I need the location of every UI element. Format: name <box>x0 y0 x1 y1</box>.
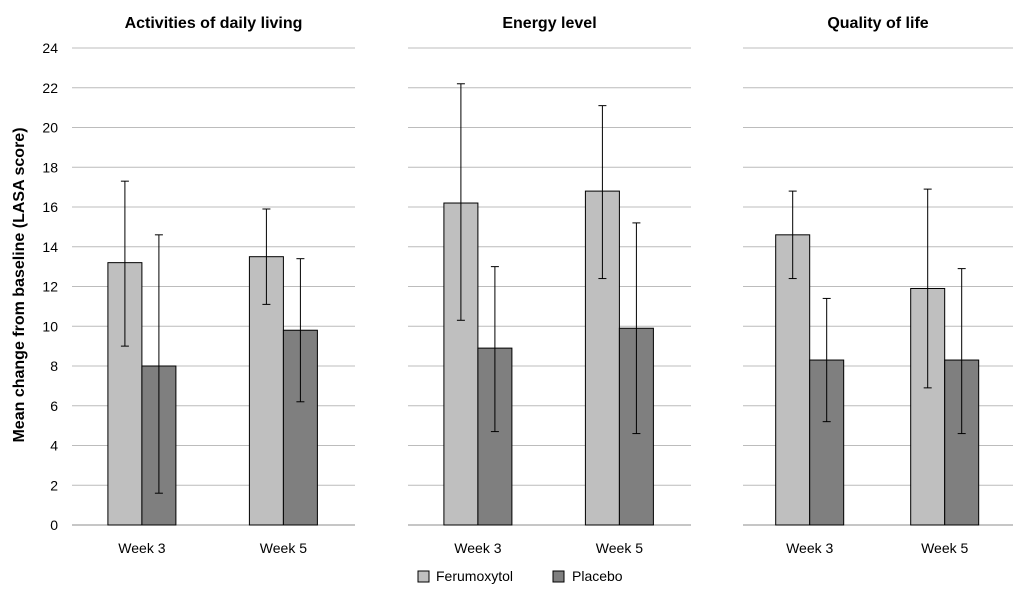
legend-swatch-placebo <box>552 570 565 583</box>
legend-swatch-ferumoxytol <box>417 570 430 583</box>
y-axis-label: Mean change from baseline (LASA score) <box>11 127 28 442</box>
bar-ferumoxytol <box>775 234 811 526</box>
x-tick-label: Week 5 <box>260 540 307 556</box>
y-tick-label: 18 <box>42 159 58 175</box>
y-tick-label: 12 <box>42 279 58 295</box>
y-tick-label: 6 <box>50 398 58 414</box>
panel-title: Quality of life <box>827 15 928 32</box>
gridlines <box>72 47 1013 526</box>
legend-label-placebo: Placebo <box>572 568 623 584</box>
bar-placebo <box>282 329 318 526</box>
y-tick-label: 14 <box>42 239 58 255</box>
y-tick-label: 0 <box>50 517 58 533</box>
y-tick-label: 10 <box>42 318 58 334</box>
error-bars <box>120 83 966 494</box>
y-tick-label: 24 <box>42 40 58 56</box>
x-tick-label: Week 3 <box>454 540 501 556</box>
y-tick-label: 22 <box>42 80 58 96</box>
y-tick-label: 8 <box>50 358 58 374</box>
x-tick-label: Week 3 <box>118 540 165 556</box>
x-tick-label: Week 3 <box>786 540 833 556</box>
y-tick-label: 16 <box>42 199 58 215</box>
panel-title: Activities of daily living <box>125 15 303 32</box>
bars <box>107 190 980 526</box>
y-tick-label: 2 <box>50 477 58 493</box>
y-tick-label: 20 <box>42 120 58 136</box>
x-tick-label: Week 5 <box>596 540 643 556</box>
legend: Ferumoxytol Placebo <box>417 568 623 584</box>
panel-title: Energy level <box>502 15 596 32</box>
x-tick-label: Week 5 <box>921 540 968 556</box>
legend-label-ferumoxytol: Ferumoxytol <box>436 568 513 584</box>
y-tick-label: 4 <box>50 438 58 454</box>
